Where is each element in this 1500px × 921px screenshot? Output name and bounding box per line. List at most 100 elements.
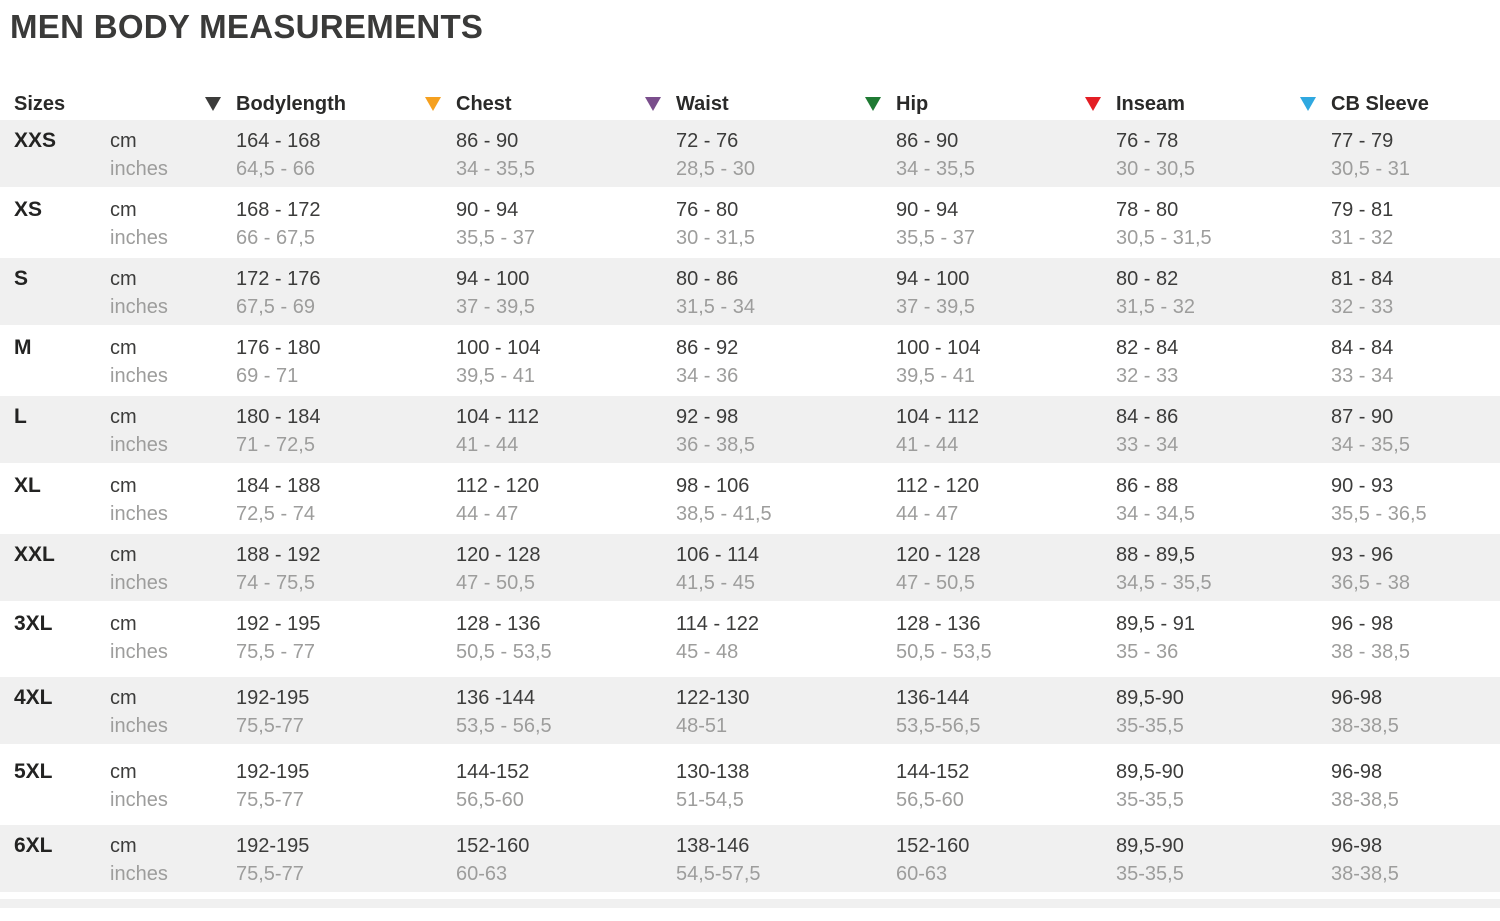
- value-cm: 94 - 100: [456, 268, 530, 290]
- value-inches: 30,5 - 31,5: [1116, 227, 1212, 249]
- hip-marker-icon: [865, 97, 881, 111]
- value-cm: 96 - 98: [1331, 613, 1394, 635]
- measurement-cell-cb-sleeve: 87 - 90 34 - 35,5: [1315, 396, 1500, 463]
- unit-inches-label: inches: [110, 572, 168, 594]
- value-inches: 75,5 - 77: [236, 641, 315, 663]
- table-row-xl: XL cm inches 184 - 188 72,5 - 74 112 - 120 44 …: [0, 465, 1500, 532]
- column-header-chest: Chest: [425, 92, 660, 116]
- measurement-cell-chest: 120 - 128 47 - 50,5: [440, 534, 660, 601]
- column-header-label: Bodylength: [236, 92, 346, 115]
- size-label: XXL: [14, 543, 55, 566]
- unit-cm-label: cm: [110, 130, 137, 152]
- value-cm: 100 - 104: [896, 337, 981, 359]
- value-inches: 75,5-77: [236, 789, 304, 811]
- value-cm: 152-160: [456, 835, 530, 857]
- value-inches: 35,5 - 36,5: [1331, 503, 1427, 525]
- column-header-cb-sleeve: CB Sleeve: [1300, 92, 1500, 116]
- unit-cm-label: cm: [110, 613, 137, 635]
- value-inches: 34 - 34,5: [1116, 503, 1195, 525]
- size-label: S: [14, 267, 29, 290]
- value-cm: 72 - 76: [676, 130, 739, 152]
- unit-cm-label: cm: [110, 761, 137, 783]
- value-cm: 89,5-90: [1116, 835, 1184, 857]
- unit-cell: cm inches: [95, 396, 220, 463]
- value-inches: 53,5-56,5: [896, 715, 981, 737]
- value-cm: 144-152: [456, 761, 530, 783]
- value-inches: 47 - 50,5: [896, 572, 975, 594]
- measurement-cell-bodylength: 184 - 188 72,5 - 74: [220, 465, 440, 532]
- unit-cell: cm inches: [95, 189, 220, 256]
- value-cm: 89,5-90: [1116, 761, 1184, 783]
- value-cm: 130-138: [676, 761, 750, 783]
- value-inches: 67,5 - 69: [236, 296, 315, 318]
- value-cm: 81 - 84: [1331, 268, 1394, 290]
- measurement-cell-bodylength: 176 - 180 69 - 71: [220, 327, 440, 394]
- size-label: 4XL: [14, 686, 53, 709]
- value-cm: 112 - 120: [896, 475, 980, 497]
- measurement-cell-hip: 136-144 53,5-56,5: [880, 677, 1100, 744]
- measurement-cell-waist: 130-138 51-54,5: [660, 751, 880, 818]
- value-cm: 176 - 180: [236, 337, 321, 359]
- value-inches: 32 - 33: [1331, 296, 1394, 318]
- measurement-cell-cb-sleeve: 84 - 84 33 - 34: [1315, 327, 1500, 394]
- value-inches: 75,5-77: [236, 863, 304, 885]
- value-cm: 180 - 184: [236, 406, 321, 428]
- measurement-cell-inseam: 82 - 84 32 - 33: [1100, 327, 1315, 394]
- unit-cell: cm inches: [95, 465, 220, 532]
- table-row-xs: XS cm inches 168 - 172 66 - 67,5 90 - 94 35,5 …: [0, 189, 1500, 256]
- unit-cm-label: cm: [110, 337, 137, 359]
- value-cm: 93 - 96: [1331, 544, 1394, 566]
- size-label: XL: [14, 474, 41, 497]
- measurement-cell-hip: 86 - 90 34 - 35,5: [880, 120, 1100, 187]
- value-inches: 38 - 38,5: [1331, 641, 1410, 663]
- unit-cell: cm inches: [95, 825, 220, 892]
- table-row-4xl: 4XL cm inches 192-195 75,5-77 136 -144 53,5 - …: [0, 677, 1500, 744]
- value-inches: 34,5 - 35,5: [1116, 572, 1212, 594]
- value-cm: 120 - 128: [456, 544, 541, 566]
- value-cm: 90 - 93: [1331, 475, 1394, 497]
- measurement-cell-chest: 100 - 104 39,5 - 41: [440, 327, 660, 394]
- value-inches: 44 - 47: [456, 503, 519, 525]
- value-inches: 37 - 39,5: [456, 296, 535, 318]
- value-cm: 92 - 98: [676, 406, 739, 428]
- unit-inches-label: inches: [110, 715, 168, 737]
- unit-cell: cm inches: [95, 258, 220, 325]
- table-row-3xl: 3XL cm inches 192 - 195 75,5 - 77 128 - 136 50…: [0, 603, 1500, 670]
- measurement-cell-chest: 90 - 94 35,5 - 37: [440, 189, 660, 256]
- measurement-cell-waist: 92 - 98 36 - 38,5: [660, 396, 880, 463]
- measurement-cell-inseam: 89,5-90 35-35,5: [1100, 751, 1315, 818]
- table-header-row: Sizes Bodylength Chest Waist Hip Inseam CB Sl…: [0, 88, 1500, 120]
- value-cm: 172 - 176: [236, 268, 321, 290]
- value-cm: 87 - 90: [1331, 406, 1394, 428]
- value-cm: 192 - 195: [236, 613, 321, 635]
- unit-cell: cm inches: [95, 327, 220, 394]
- measurement-cell-hip: 94 - 100 37 - 39,5: [880, 258, 1100, 325]
- value-cm: 144-152: [896, 761, 970, 783]
- value-cm: 138-146: [676, 835, 750, 857]
- column-header-label: Inseam: [1116, 92, 1185, 115]
- value-cm: 86 - 92: [676, 337, 739, 359]
- value-inches: 36,5 - 38: [1331, 572, 1410, 594]
- column-header-label: Chest: [456, 92, 512, 115]
- column-header-label: Hip: [896, 92, 929, 115]
- column-header-label: Waist: [676, 92, 729, 115]
- value-cm: 192-195: [236, 687, 310, 709]
- measurement-cell-bodylength: 192 - 195 75,5 - 77: [220, 603, 440, 670]
- unit-inches-label: inches: [110, 227, 168, 249]
- value-cm: 192-195: [236, 761, 310, 783]
- value-inches: 48-51: [676, 715, 728, 737]
- measurement-cell-cb-sleeve: 96-98 38-38,5: [1315, 751, 1500, 818]
- value-inches: 31,5 - 32: [1116, 296, 1195, 318]
- unit-cell: cm inches: [95, 534, 220, 601]
- value-inches: 36 - 38,5: [676, 434, 755, 456]
- value-cm: 77 - 79: [1331, 130, 1394, 152]
- unit-cm-label: cm: [110, 544, 137, 566]
- value-cm: 120 - 128: [896, 544, 981, 566]
- size-label: M: [14, 336, 32, 359]
- value-inches: 38,5 - 41,5: [676, 503, 772, 525]
- bodylength-marker-icon: [205, 97, 221, 111]
- measurement-cell-inseam: 86 - 88 34 - 34,5: [1100, 465, 1315, 532]
- column-header-label: CB Sleeve: [1331, 92, 1429, 115]
- value-cm: 96-98: [1331, 761, 1383, 783]
